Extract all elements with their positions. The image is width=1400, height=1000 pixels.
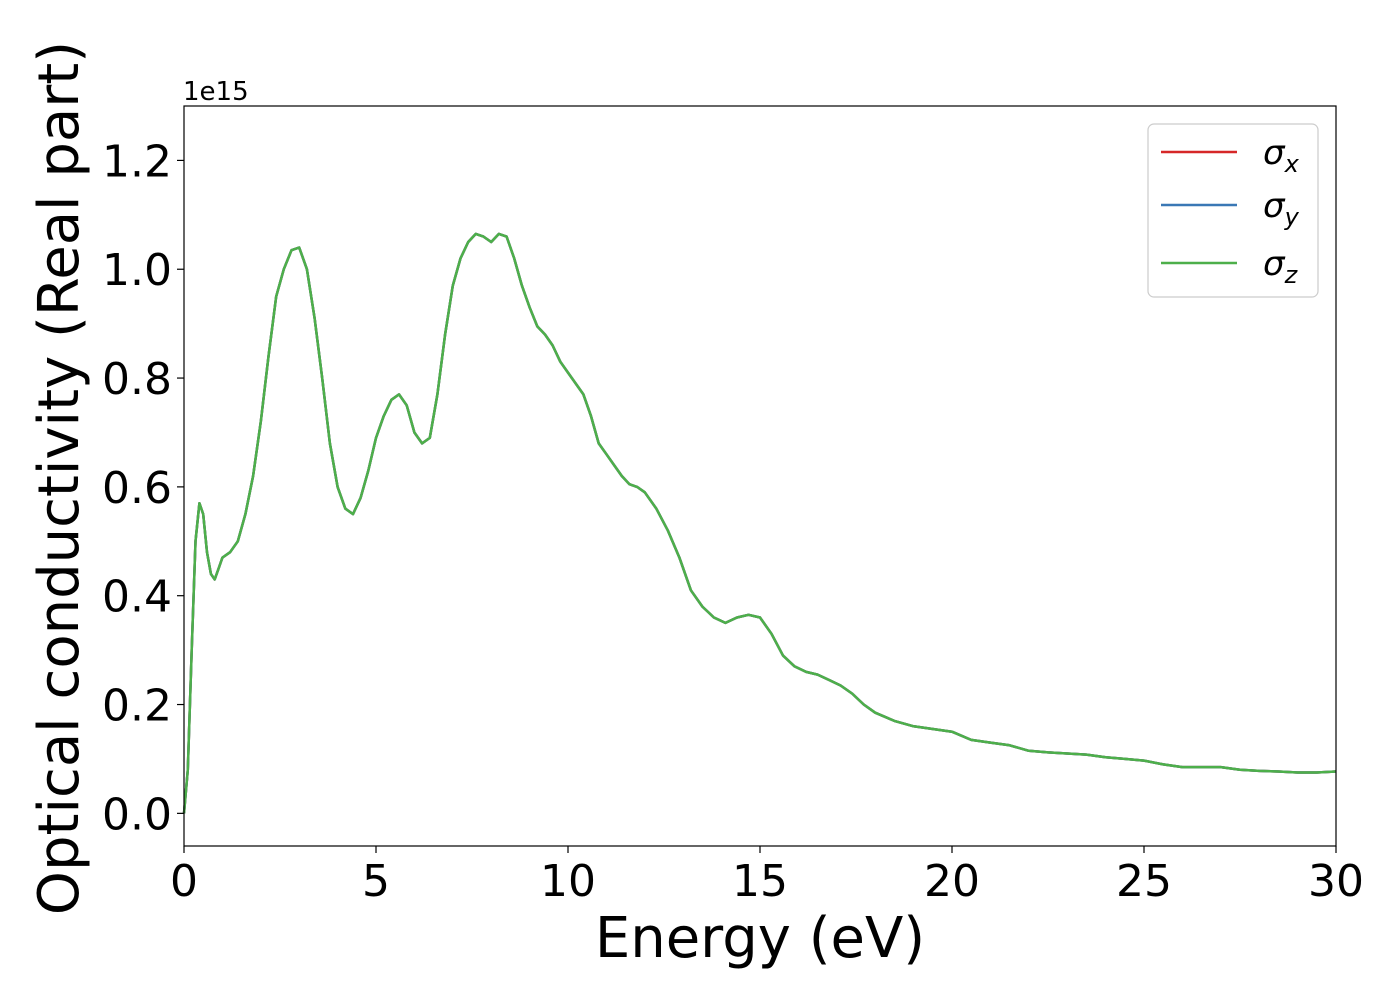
legend-subscript-x: x — [1284, 150, 1300, 178]
legend-entry-z: σz — [1161, 244, 1299, 289]
y-tick-label: 1.2 — [102, 136, 172, 187]
plot-lines — [182, 232, 1337, 814]
x-tick-label: 5 — [362, 856, 390, 907]
legend-box — [1147, 123, 1319, 298]
legend-subscript-z: z — [1284, 261, 1299, 289]
y-offset-label: 1e15 — [183, 77, 249, 107]
legend-label-x: σ — [1263, 133, 1286, 173]
svg-text:σx: σx — [1263, 133, 1300, 178]
legend: σx σy σz — [1147, 123, 1319, 298]
x-tick-label: 15 — [732, 856, 788, 907]
legend-entry-y: σy — [1161, 186, 1300, 231]
x-axis-label: Energy (eV) — [595, 906, 925, 971]
y-tick-label: 0.0 — [102, 789, 172, 840]
svg-text:σz: σz — [1263, 244, 1299, 289]
legend-subscript-y: y — [1284, 203, 1300, 231]
series-sigma-z-line — [182, 232, 1337, 814]
y-tick-label: 0.2 — [102, 681, 172, 732]
x-tick-label: 25 — [1116, 856, 1172, 907]
x-tick-label: 30 — [1308, 856, 1364, 907]
x-tick-label: 10 — [540, 856, 596, 907]
y-tick-label: 0.6 — [102, 463, 172, 514]
x-axis-ticks: 0 5 10 15 20 25 30 — [170, 846, 1364, 907]
y-tick-label: 0.8 — [102, 354, 172, 405]
x-tick-label: 0 — [170, 856, 198, 907]
x-tick-label: 20 — [924, 856, 980, 907]
legend-entry-x: σx — [1161, 133, 1300, 178]
svg-text:σy: σy — [1263, 186, 1300, 231]
y-axis-label: Optical conductivity (Real part) — [27, 41, 92, 915]
y-tick-label: 0.4 — [102, 572, 172, 623]
y-tick-label: 1.0 — [102, 245, 172, 296]
y-axis-ticks: 0.0 0.2 0.4 0.6 0.8 1.0 1.2 — [102, 136, 184, 840]
legend-label-y: σ — [1263, 186, 1286, 226]
legend-label-z: σ — [1263, 244, 1286, 284]
